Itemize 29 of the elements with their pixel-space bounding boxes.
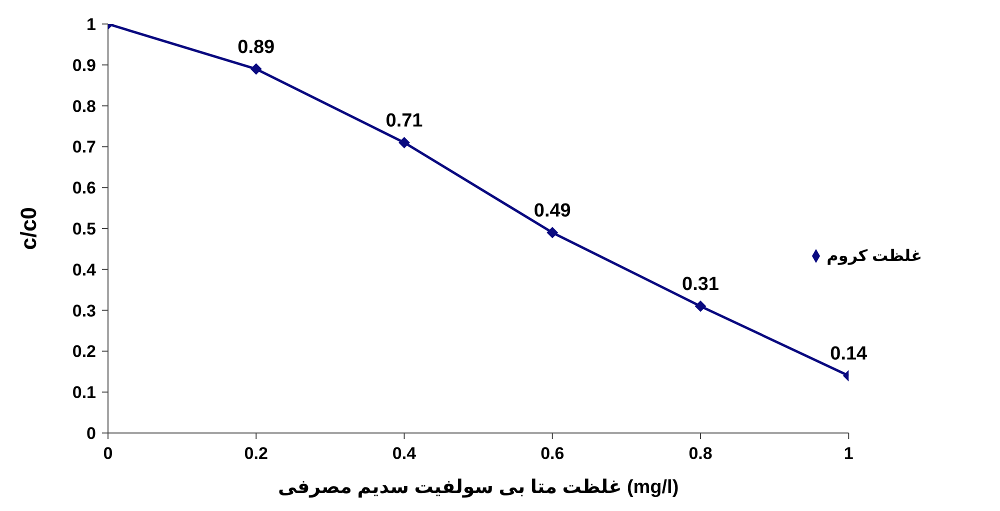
point <box>250 63 262 74</box>
x-tick-label: 1 <box>844 444 854 464</box>
y-tick-label: 0.7 <box>72 138 96 157</box>
x-tick-label: 0 <box>103 444 113 464</box>
y-tick-label: 1 <box>86 15 96 34</box>
legend-label: غلظت کروم <box>826 248 922 264</box>
data-label: 0.89 <box>238 36 275 58</box>
x-tick-label: 0.4 <box>392 444 417 464</box>
y-tick-label: 0.3 <box>72 301 96 320</box>
y-tick-label: 0.8 <box>72 96 96 116</box>
y-tick-label: 0.9 <box>72 56 96 75</box>
point <box>546 227 558 238</box>
y-tick-label: 0 <box>86 424 96 444</box>
y-tick-label: 0.4 <box>72 260 97 280</box>
x-tick-label: 0.2 <box>244 444 268 464</box>
x-tick-label: 0.8 <box>688 444 712 464</box>
y-tick-label: 0.1 <box>72 383 96 402</box>
data-label: 0.49 <box>534 200 571 222</box>
x-tick-label: 0.6 <box>540 444 564 464</box>
x-axis-title: غلظت متا بی سولفیت سدیم مصرفی (mg/l) <box>278 477 679 498</box>
y-axis-title: c/c0 <box>16 207 41 250</box>
point <box>695 300 706 312</box>
data-label: 0.71 <box>386 110 424 132</box>
y-tick-label: 0.6 <box>72 178 96 198</box>
data-label: 0.14 <box>830 344 868 365</box>
y-tick-label: 0.5 <box>72 220 96 239</box>
point <box>398 137 410 148</box>
y-tick-label: 0.2 <box>72 342 96 362</box>
data-label: 0.31 <box>682 274 720 296</box>
